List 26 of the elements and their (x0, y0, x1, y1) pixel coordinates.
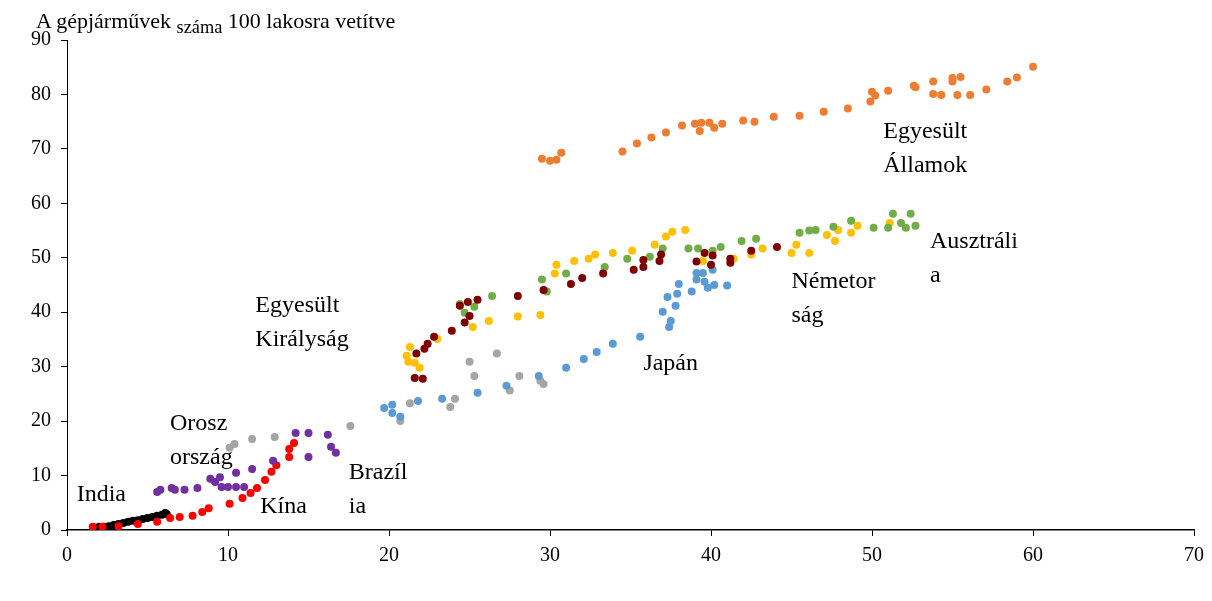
x-tick-label: 10 (218, 543, 238, 566)
series-label: Kína (260, 492, 308, 519)
series-label: India (76, 480, 127, 507)
x-tick-label: 20 (379, 543, 399, 566)
y-tick-label: 10 (31, 462, 51, 485)
x-tick-label: 30 (540, 543, 560, 566)
x-tick-label: 70 (1184, 543, 1204, 566)
series-label: Japán (643, 349, 699, 376)
y-tick-label: 50 (31, 245, 51, 268)
y-tick-label: 40 (31, 299, 51, 322)
series-label: Németor ság (791, 267, 876, 328)
y-tick-label: 70 (31, 136, 51, 159)
x-tick-label: 0 (62, 543, 72, 566)
series-label: Ausztráli a (929, 227, 1019, 288)
x-tick-label: 60 (1023, 543, 1043, 566)
series-label: Orosz ország (170, 409, 233, 470)
annotation: Egyesült Királyság (255, 291, 349, 352)
y-tick-label: 80 (31, 81, 51, 104)
y-tick-label: 30 (31, 353, 51, 376)
y-tick-label: 20 (31, 408, 51, 431)
y-tick-label: 0 (41, 517, 51, 540)
x-tick-label: 40 (701, 543, 721, 566)
series-label: Brazíl ia (348, 458, 408, 519)
series-label: Egyesült Államok (883, 116, 968, 177)
x-tick-label: 50 (862, 543, 882, 566)
y-tick-label: 60 (31, 190, 51, 213)
